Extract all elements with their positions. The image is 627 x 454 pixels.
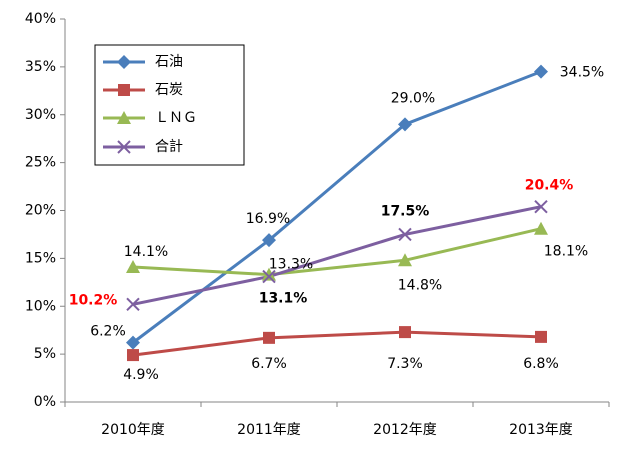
value-label: 29.0% xyxy=(391,90,435,106)
value-label: 6.2% xyxy=(90,324,126,340)
y-tick-label: 15% xyxy=(25,250,56,266)
legend-marker xyxy=(118,84,130,96)
series-line xyxy=(132,205,542,306)
y-tick-label: 25% xyxy=(25,155,56,171)
legend-label: 合計 xyxy=(155,139,183,155)
value-label: 16.9% xyxy=(246,211,290,227)
y-tick-label: 35% xyxy=(25,59,56,75)
marker xyxy=(534,199,548,214)
y-tick-label: 0% xyxy=(34,394,56,410)
value-label: 20.4% xyxy=(525,178,574,194)
y-tick-label: 20% xyxy=(25,203,56,219)
value-label: 18.1% xyxy=(544,244,588,260)
x-tick-label: 2012年度 xyxy=(373,422,437,438)
marker xyxy=(398,117,412,132)
marker xyxy=(262,267,276,281)
marker xyxy=(399,326,411,339)
value-label: 14.8% xyxy=(398,277,442,293)
value-label: 17.5% xyxy=(381,203,430,219)
value-label: 14.1% xyxy=(124,244,168,260)
legend-marker xyxy=(117,111,131,124)
x-tick-label: 2013年度 xyxy=(509,422,573,438)
marker xyxy=(126,297,140,312)
y-tick-label: 30% xyxy=(25,107,56,123)
marker xyxy=(398,253,412,267)
y-tick-label: 10% xyxy=(25,298,56,314)
value-label: 13.1% xyxy=(259,291,308,307)
marker xyxy=(535,330,547,343)
series-line xyxy=(132,227,542,277)
value-label: 6.8% xyxy=(523,356,559,372)
marker xyxy=(398,227,412,242)
value-label: 6.7% xyxy=(251,356,287,372)
value-label: 4.9% xyxy=(123,367,159,383)
y-tick-label: 40% xyxy=(25,11,56,27)
legend-marker xyxy=(117,140,131,154)
x-tick-label: 2011年度 xyxy=(237,422,301,438)
marker xyxy=(262,269,276,284)
legend-label: ＬＮＧ xyxy=(155,110,197,126)
value-label: 7.3% xyxy=(387,356,423,372)
marker xyxy=(534,64,548,79)
legend-label: 石炭 xyxy=(155,82,183,98)
marker xyxy=(534,221,548,235)
marker xyxy=(262,233,276,248)
value-label: 13.3% xyxy=(269,257,313,273)
y-tick-label: 5% xyxy=(34,346,56,362)
legend-box xyxy=(94,44,245,166)
x-tick-label: 2010年度 xyxy=(101,422,165,438)
marker xyxy=(127,349,139,362)
value-label: 34.5% xyxy=(560,65,604,81)
legend-label: 石油 xyxy=(155,54,183,70)
value-label: 10.2% xyxy=(69,292,118,308)
marker xyxy=(126,335,140,350)
legend-marker xyxy=(117,55,131,69)
marker xyxy=(263,331,275,344)
marker xyxy=(126,259,140,273)
series-line xyxy=(132,330,542,357)
